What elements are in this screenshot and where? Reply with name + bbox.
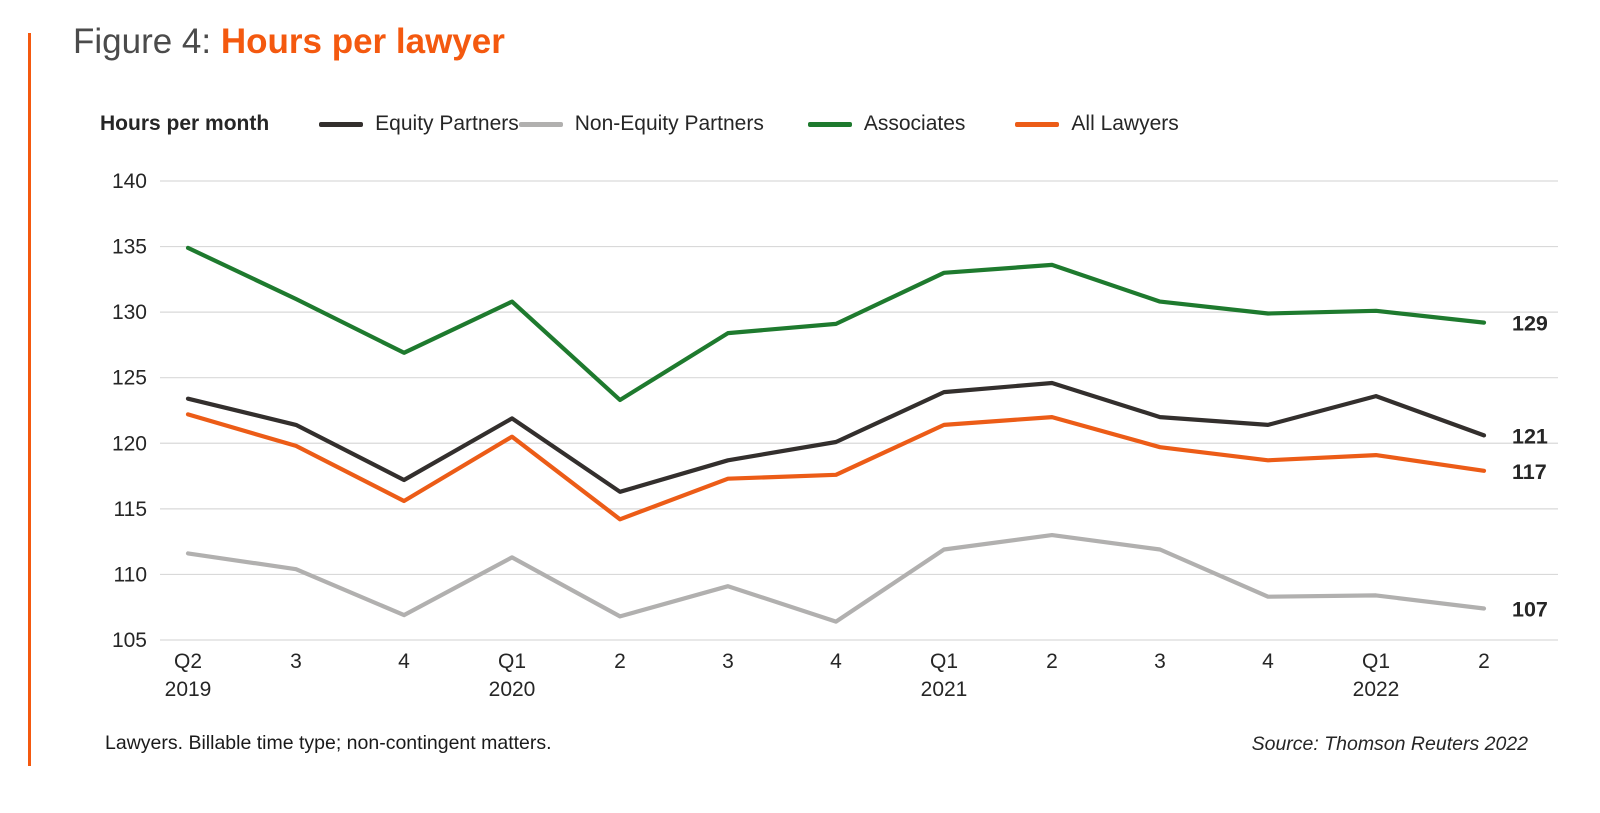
y-tick-label-130: 130 (112, 301, 147, 324)
legend-item-equity-partners: Equity Partners (319, 112, 519, 136)
x-year-label-2020: 2020 (489, 678, 536, 701)
legend-swatch-associates (807, 121, 852, 127)
y-tick-label-140: 140 (112, 170, 147, 193)
legend-swatch-non-equity-partners (518, 121, 563, 127)
y-tick-label-135: 135 (112, 236, 147, 259)
x-tick-label-10: 4 (1262, 650, 1274, 673)
x-tick-label-2: 4 (398, 650, 410, 673)
figure-title-main: Hours per lawyer (220, 22, 505, 61)
x-axis-tick-labels: Q2 2019 3 4 Q1 2020 2 3 4 Q1 2021 2 3 4 Q1 2022 2 (165, 650, 1490, 701)
accent-bar (28, 33, 31, 766)
legend-items: Equity Partners Non-Equity Partners Associ… (319, 112, 1257, 136)
legend-item-non-equity-partners: Non-Equity Partners (518, 112, 764, 136)
series-line-associates (185, 245, 1487, 403)
legend-item-associates: Associates (807, 112, 966, 136)
x-tick-label-8: 2 (1046, 650, 1058, 673)
x-year-label-2021: 2021 (921, 678, 968, 701)
x-tick-label-7: Q1 (930, 650, 958, 673)
x-tick-label-5: 3 (722, 650, 734, 673)
end-label-associates: 129 (1512, 312, 1548, 336)
legend-row: Hours per month Equity Partners Non-Equit… (100, 112, 1257, 136)
series-line-equity-partners (185, 380, 1487, 494)
legend-item-all-lawyers: All Lawyers (1015, 112, 1179, 136)
y-tick-label-105: 105 (112, 629, 147, 652)
x-year-label-2022: 2022 (1353, 678, 1400, 701)
x-tick-label-4: 2 (614, 650, 626, 673)
y-tick-label-120: 120 (112, 432, 147, 455)
end-label-all-lawyers: 117 (1512, 460, 1547, 484)
figure-title: Figure 4: Hours per lawyer (73, 22, 505, 62)
legend-swatch-equity-partners (319, 121, 364, 127)
series-line-non-equity-partners (185, 532, 1487, 624)
legend-label-all-lawyers: All Lawyers (1071, 112, 1179, 135)
x-tick-label-0: Q2 (174, 650, 202, 673)
x-tick-label-11: Q1 (1362, 650, 1390, 673)
x-year-label-2019: 2019 (165, 678, 212, 701)
x-tick-label-6: 4 (830, 650, 842, 673)
end-label-non-equity-partners: 107 (1512, 598, 1548, 622)
legend-label-non-equity-partners: Non-Equity Partners (574, 112, 764, 135)
legend-label-associates: Associates (863, 112, 966, 135)
x-tick-label-1: 3 (290, 650, 302, 673)
x-tick-label-12: 2 (1478, 650, 1490, 673)
y-axis-title: Hours per month (100, 112, 270, 135)
x-tick-label-3: Q1 (498, 650, 526, 673)
legend-swatch-all-lawyers (1015, 121, 1060, 127)
y-axis-tick-labels: 140 135 130 125 120 115 110 105 (112, 170, 147, 652)
legend-label-equity-partners: Equity Partners (375, 112, 519, 135)
y-tick-label-110: 110 (114, 563, 147, 586)
source-credit: Source: Thomson Reuters 2022 (1251, 733, 1528, 755)
footnote: Lawyers. Billable time type; non-conting… (105, 732, 552, 754)
gridlines (160, 180, 1558, 641)
y-tick-label-125: 125 (112, 367, 147, 390)
end-label-equity-partners: 121 (1512, 424, 1548, 448)
figure-title-prefix: Figure 4: (73, 22, 221, 61)
y-tick-label-115: 115 (114, 498, 147, 521)
series-line-all-lawyers (185, 412, 1487, 522)
x-tick-label-9: 3 (1154, 650, 1166, 673)
